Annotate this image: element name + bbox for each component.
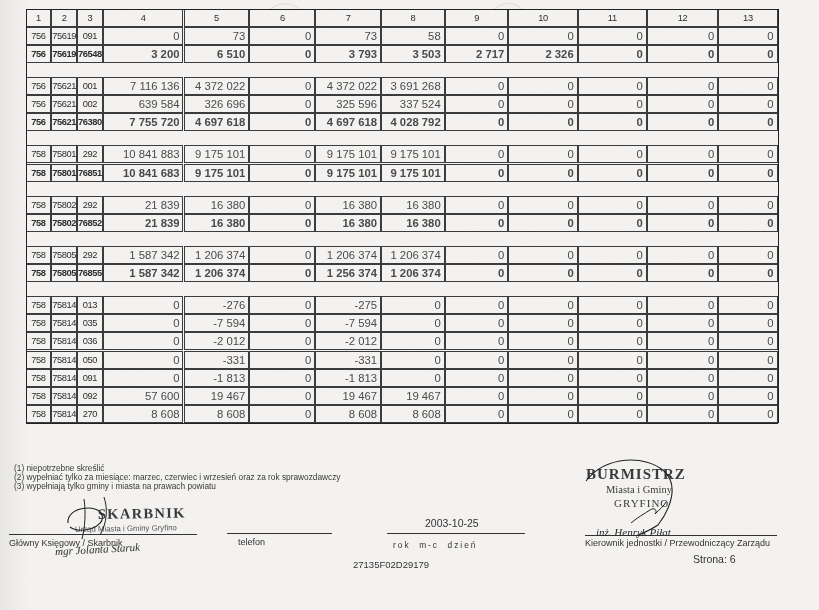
svg-text:BURMISTRZ: BURMISTRZ [586,466,686,482]
svg-text:Miasta i Gminy: Miasta i Gminy [606,484,673,495]
svg-text:GRYFINO: GRYFINO [614,497,669,509]
svg-text:SKARBNIK: SKARBNIK [98,504,186,522]
svg-text:inż. Henryk Piłat: inż. Henryk Piłat [596,526,672,538]
